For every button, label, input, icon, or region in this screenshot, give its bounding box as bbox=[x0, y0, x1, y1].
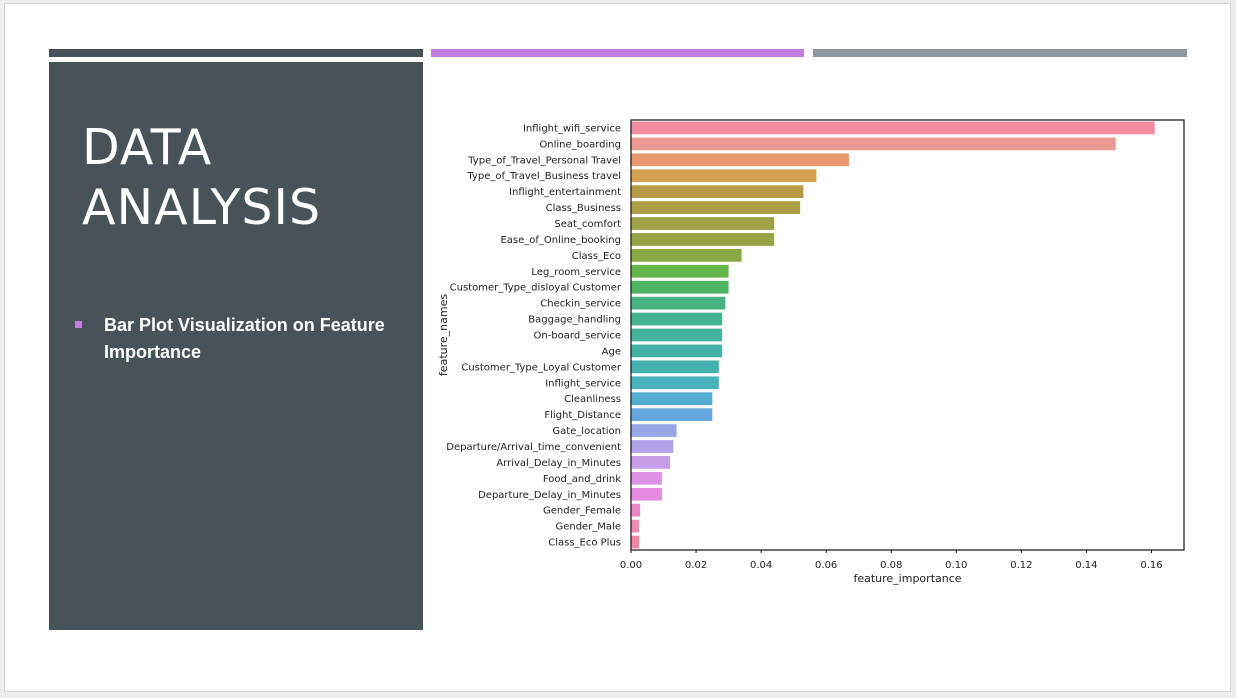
bar bbox=[631, 328, 723, 342]
category-label: Type_of_Travel_Personal Travel bbox=[467, 155, 621, 166]
bar bbox=[631, 440, 674, 453]
category-label: Food_and_drink bbox=[543, 474, 621, 485]
bullet-text: Bar Plot Visualization on Feature Import… bbox=[104, 315, 385, 362]
category-label: Age bbox=[602, 346, 621, 357]
x-tick-label: 0.16 bbox=[1140, 560, 1162, 571]
accent-bar-right bbox=[813, 49, 1187, 57]
slide: DATA ANALYSIS Bar Plot Visualization on … bbox=[4, 3, 1231, 692]
category-label: Flight_Distance bbox=[544, 410, 621, 421]
x-tick-label: 0.02 bbox=[685, 560, 707, 571]
category-label: Gender_Female bbox=[543, 506, 621, 517]
bar bbox=[631, 424, 677, 437]
bar bbox=[631, 376, 719, 390]
accent-bar-middle bbox=[431, 49, 804, 57]
bar bbox=[631, 280, 729, 294]
category-label: Checkin_service bbox=[540, 299, 621, 310]
accent-bar-left bbox=[49, 49, 423, 57]
x-tick-label: 0.00 bbox=[620, 560, 642, 571]
bar bbox=[631, 392, 713, 406]
slide-title: DATA ANALYSIS bbox=[82, 118, 402, 238]
bar bbox=[631, 471, 662, 485]
bar bbox=[631, 217, 775, 230]
bar bbox=[631, 535, 640, 549]
category-label: Arrival_Delay_in_Minutes bbox=[496, 458, 621, 469]
category-label: On-board_service bbox=[533, 331, 621, 342]
bar bbox=[631, 503, 641, 517]
category-label: Customer_Type_Loyal Customer bbox=[461, 362, 622, 373]
category-label: Gate_location bbox=[552, 426, 621, 437]
x-tick-label: 0.10 bbox=[945, 560, 967, 571]
x-tick-label: 0.08 bbox=[880, 560, 902, 571]
feature-importance-chart: Inflight_wifi_service Online_boarding Type… bbox=[437, 119, 1185, 585]
bar bbox=[631, 169, 817, 183]
bar bbox=[631, 249, 742, 262]
category-label: Inflight_entertainment bbox=[509, 187, 621, 198]
bar bbox=[631, 264, 729, 278]
x-axis-label: feature_importance bbox=[853, 572, 961, 585]
category-labels-group: Inflight_wifi_service Online_boarding Type… bbox=[446, 123, 622, 548]
category-label: Baggage_handling bbox=[528, 315, 621, 326]
bar bbox=[631, 153, 849, 167]
bar bbox=[631, 360, 719, 374]
bullet-square-icon bbox=[75, 321, 82, 328]
category-label: Customer_Type_disloyal Customer bbox=[450, 283, 622, 294]
bar bbox=[631, 121, 1155, 135]
x-tick-label: 0.06 bbox=[815, 560, 837, 571]
x-ticks-group: 0.00 0.02 0.04 0.06 0.08 0.10 0.12 0.14 0.16 bbox=[620, 550, 1163, 571]
category-label: Departure/Arrival_time_convenient bbox=[446, 442, 621, 453]
category-label: Type_of_Travel_Business travel bbox=[466, 171, 621, 182]
category-label: Online_boarding bbox=[539, 139, 621, 150]
x-tick-label: 0.14 bbox=[1075, 560, 1097, 571]
bar bbox=[631, 296, 726, 310]
category-label: Seat_comfort bbox=[554, 219, 621, 230]
category-label: Ease_of_Online_booking bbox=[500, 235, 621, 246]
category-label: Departure_Delay_in_Minutes bbox=[478, 490, 621, 501]
slide-title-line1: DATA bbox=[82, 119, 213, 176]
slide-title-line2: ANALYSIS bbox=[82, 179, 322, 236]
bar bbox=[631, 344, 723, 358]
bar bbox=[631, 408, 713, 421]
category-label: Cleanliness bbox=[564, 394, 621, 405]
x-tick-label: 0.12 bbox=[1010, 560, 1032, 571]
category-label: Gender_Male bbox=[555, 522, 621, 533]
bar bbox=[631, 487, 662, 501]
bar bbox=[631, 185, 804, 199]
y-axis-label: feature_names bbox=[437, 294, 450, 376]
x-tick-label: 0.04 bbox=[750, 560, 772, 571]
category-label: Inflight_wifi_service bbox=[523, 123, 621, 134]
title-panel: DATA ANALYSIS Bar Plot Visualization on … bbox=[49, 62, 423, 630]
bar bbox=[631, 456, 671, 469]
bullet-item: Bar Plot Visualization on Feature Import… bbox=[75, 312, 405, 366]
category-label: Class_Eco Plus bbox=[548, 538, 621, 549]
bar bbox=[631, 137, 1116, 151]
category-label: Inflight_service bbox=[545, 378, 621, 389]
bar bbox=[631, 519, 640, 533]
bar bbox=[631, 201, 801, 214]
category-label: Class_Eco bbox=[572, 251, 621, 262]
category-label: Class_Business bbox=[546, 203, 621, 214]
plot-frame bbox=[630, 119, 1185, 551]
bar bbox=[631, 312, 723, 326]
bars-group bbox=[631, 121, 1155, 549]
bar bbox=[631, 233, 775, 246]
category-label: Leg_room_service bbox=[531, 267, 621, 278]
